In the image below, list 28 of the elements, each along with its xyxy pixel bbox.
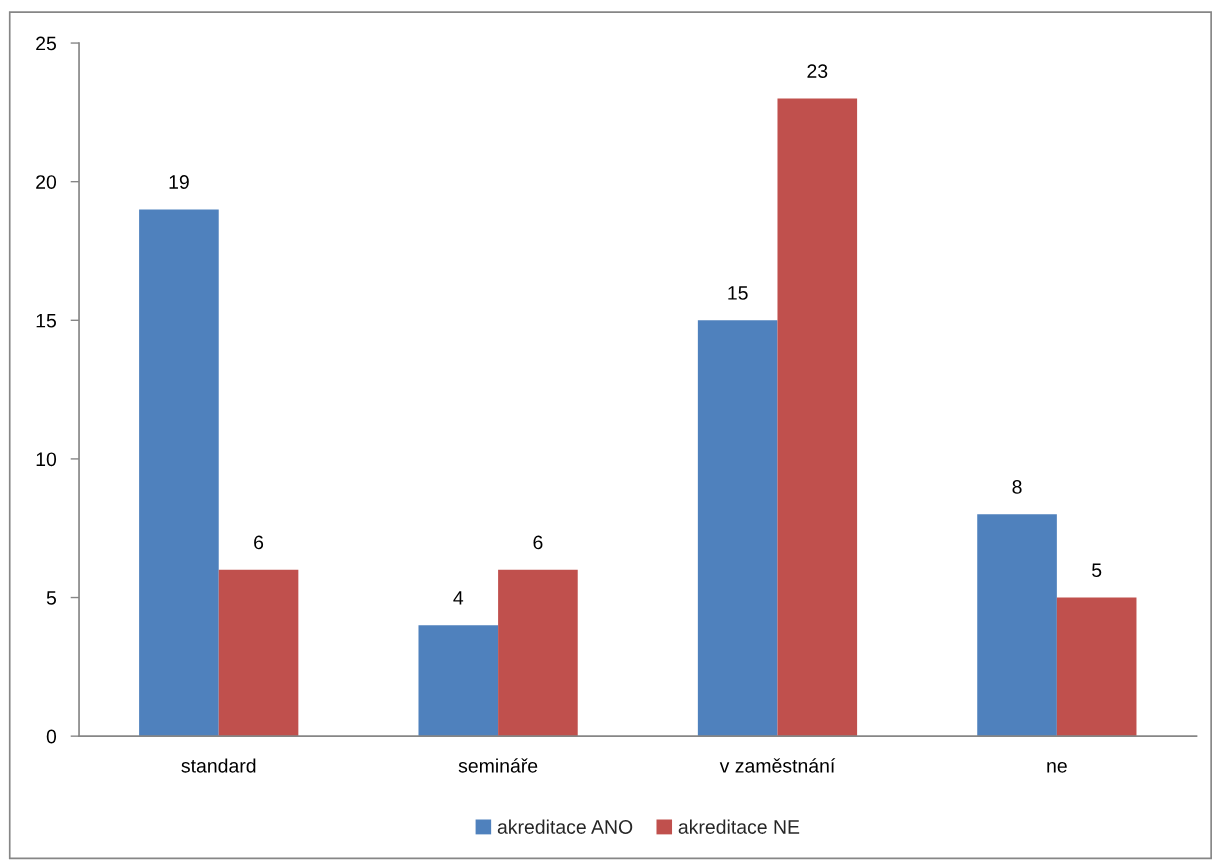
legend-label: akreditace ANO — [497, 819, 633, 834]
data-label: 8 — [1012, 480, 1022, 494]
y-tick-label: 20 — [36, 175, 57, 189]
bar — [139, 209, 219, 737]
y-tick-label: 0 — [46, 729, 57, 744]
data-label: 6 — [254, 535, 264, 550]
y-tick-label: 5 — [46, 591, 56, 605]
data-label: 23 — [807, 64, 828, 78]
data-label: 6 — [533, 535, 543, 550]
y-tick-label: 10 — [36, 452, 57, 467]
data-label: 15 — [728, 286, 748, 300]
y-tick-label: 25 — [36, 36, 56, 51]
y-tick-label: 15 — [36, 313, 56, 328]
bar — [777, 98, 858, 737]
bar — [697, 320, 778, 737]
x-tick-label: ne — [1047, 762, 1067, 773]
bar — [418, 625, 499, 737]
x-tick-label: semináře — [458, 758, 538, 773]
data-label: 5 — [1092, 563, 1102, 578]
bar — [498, 569, 578, 737]
data-label: 19 — [169, 175, 189, 189]
legend-label: akreditace NE — [678, 819, 800, 834]
bar — [1056, 597, 1137, 737]
x-tick-label: standard — [181, 758, 256, 773]
bar — [218, 569, 299, 737]
data-label: 4 — [453, 591, 464, 605]
bar — [977, 514, 1057, 737]
x-tick-label: v zaměstnání — [719, 758, 836, 773]
